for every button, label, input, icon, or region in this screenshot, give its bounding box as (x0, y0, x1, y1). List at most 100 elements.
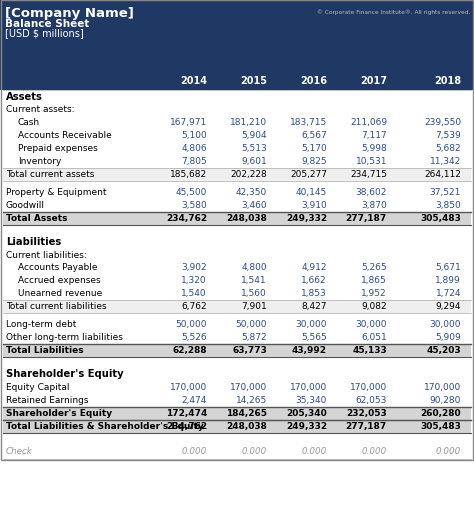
Text: 5,904: 5,904 (241, 131, 267, 140)
Text: 5,513: 5,513 (241, 144, 267, 153)
Bar (1, 0, 473, 460)
Text: 184,265: 184,265 (226, 409, 267, 418)
Bar (3, 199, 471, 212)
Text: 234,762: 234,762 (166, 214, 207, 223)
Text: 30,000: 30,000 (295, 320, 327, 329)
Text: 42,350: 42,350 (236, 188, 267, 197)
Text: 7,117: 7,117 (361, 131, 387, 140)
Text: 3,460: 3,460 (241, 201, 267, 210)
Text: Total current liabilities: Total current liabilities (6, 302, 107, 311)
Text: 264,112: 264,112 (424, 170, 461, 179)
Bar (3, 168, 471, 181)
Bar (3, 318, 471, 331)
Text: 7,805: 7,805 (181, 157, 207, 166)
Text: Long-term debt: Long-term debt (6, 320, 76, 329)
Text: 5,671: 5,671 (435, 263, 461, 272)
Text: 1,899: 1,899 (435, 276, 461, 285)
Text: 63,773: 63,773 (232, 346, 267, 355)
Text: 185,682: 185,682 (170, 170, 207, 179)
Text: 2017: 2017 (360, 76, 387, 86)
Text: 172,474: 172,474 (165, 409, 207, 418)
Bar (3, 274, 471, 287)
Text: Shareholder's Equity: Shareholder's Equity (6, 369, 124, 379)
Text: © Corporate Finance Institute®. All rights reserved.: © Corporate Finance Institute®. All righ… (317, 9, 470, 15)
Text: 183,715: 183,715 (290, 118, 327, 127)
Bar (3, 261, 471, 274)
Text: Goodwill: Goodwill (6, 201, 45, 210)
Text: 5,682: 5,682 (436, 144, 461, 153)
Text: 260,280: 260,280 (420, 409, 461, 418)
Text: 62,053: 62,053 (356, 396, 387, 405)
Bar (3, 186, 471, 199)
Bar (3, 155, 471, 168)
Bar (3, 235, 471, 249)
Bar (3, 407, 471, 420)
Text: 248,038: 248,038 (226, 214, 267, 223)
Text: 1,853: 1,853 (301, 289, 327, 298)
Text: 35,340: 35,340 (296, 396, 327, 405)
Text: 45,133: 45,133 (352, 346, 387, 355)
Text: 170,000: 170,000 (290, 383, 327, 392)
Text: 37,521: 37,521 (429, 188, 461, 197)
Text: 170,000: 170,000 (424, 383, 461, 392)
Text: 232,053: 232,053 (346, 409, 387, 418)
Bar (3, 300, 471, 313)
Text: Cash: Cash (18, 118, 40, 127)
Text: 211,069: 211,069 (350, 118, 387, 127)
Text: 11,342: 11,342 (430, 157, 461, 166)
Text: Current liabilities:: Current liabilities: (6, 251, 87, 260)
Text: 170,000: 170,000 (230, 383, 267, 392)
Bar (0, 0, 474, 72)
Text: 9,082: 9,082 (361, 302, 387, 311)
Text: Total current assets: Total current assets (6, 170, 94, 179)
Text: 50,000: 50,000 (175, 320, 207, 329)
Text: 1,952: 1,952 (361, 289, 387, 298)
Text: 205,277: 205,277 (290, 170, 327, 179)
Text: Total Assets: Total Assets (6, 214, 67, 223)
Text: 4,806: 4,806 (182, 144, 207, 153)
Text: 2018: 2018 (434, 76, 461, 86)
Text: 0.000: 0.000 (242, 446, 267, 455)
Text: 2015: 2015 (240, 76, 267, 86)
Bar (3, 212, 471, 225)
Text: Retained Earnings: Retained Earnings (6, 396, 89, 405)
Text: Current assets:: Current assets: (6, 105, 74, 114)
Text: 3,850: 3,850 (435, 201, 461, 210)
Bar (3, 129, 471, 142)
Bar (3, 249, 471, 261)
Text: 1,320: 1,320 (182, 276, 207, 285)
Text: 5,100: 5,100 (181, 131, 207, 140)
Text: 5,565: 5,565 (301, 333, 327, 342)
Text: Shareholder's Equity: Shareholder's Equity (6, 409, 112, 418)
Text: 1,865: 1,865 (361, 276, 387, 285)
Text: 10,531: 10,531 (356, 157, 387, 166)
Text: 1,662: 1,662 (301, 276, 327, 285)
Text: Prepaid expenses: Prepaid expenses (18, 144, 98, 153)
Text: 5,170: 5,170 (301, 144, 327, 153)
Text: 43,992: 43,992 (292, 346, 327, 355)
Text: Other long-term liabilities: Other long-term liabilities (6, 333, 123, 342)
Text: 1,560: 1,560 (241, 289, 267, 298)
Text: 9,825: 9,825 (301, 157, 327, 166)
Text: 30,000: 30,000 (429, 320, 461, 329)
Text: 0.000: 0.000 (436, 446, 461, 455)
Text: 90,280: 90,280 (429, 396, 461, 405)
Text: 234,762: 234,762 (166, 422, 207, 431)
Text: Unearned revenue: Unearned revenue (18, 289, 102, 298)
Text: Total Liabilities: Total Liabilities (6, 346, 83, 355)
Text: 2,474: 2,474 (182, 396, 207, 405)
Text: 239,550: 239,550 (424, 118, 461, 127)
Text: Accounts Receivable: Accounts Receivable (18, 131, 112, 140)
Text: 0.000: 0.000 (182, 446, 207, 455)
Text: Balance Sheet: Balance Sheet (5, 19, 90, 29)
Text: 1,540: 1,540 (182, 289, 207, 298)
Text: 202,228: 202,228 (230, 170, 267, 179)
Bar (3, 420, 471, 433)
Text: 277,187: 277,187 (346, 214, 387, 223)
Bar (3, 443, 471, 459)
Bar (3, 394, 471, 407)
Text: 277,187: 277,187 (346, 422, 387, 431)
Text: Accrued expenses: Accrued expenses (18, 276, 100, 285)
Bar (3, 104, 471, 116)
Text: 170,000: 170,000 (170, 383, 207, 392)
